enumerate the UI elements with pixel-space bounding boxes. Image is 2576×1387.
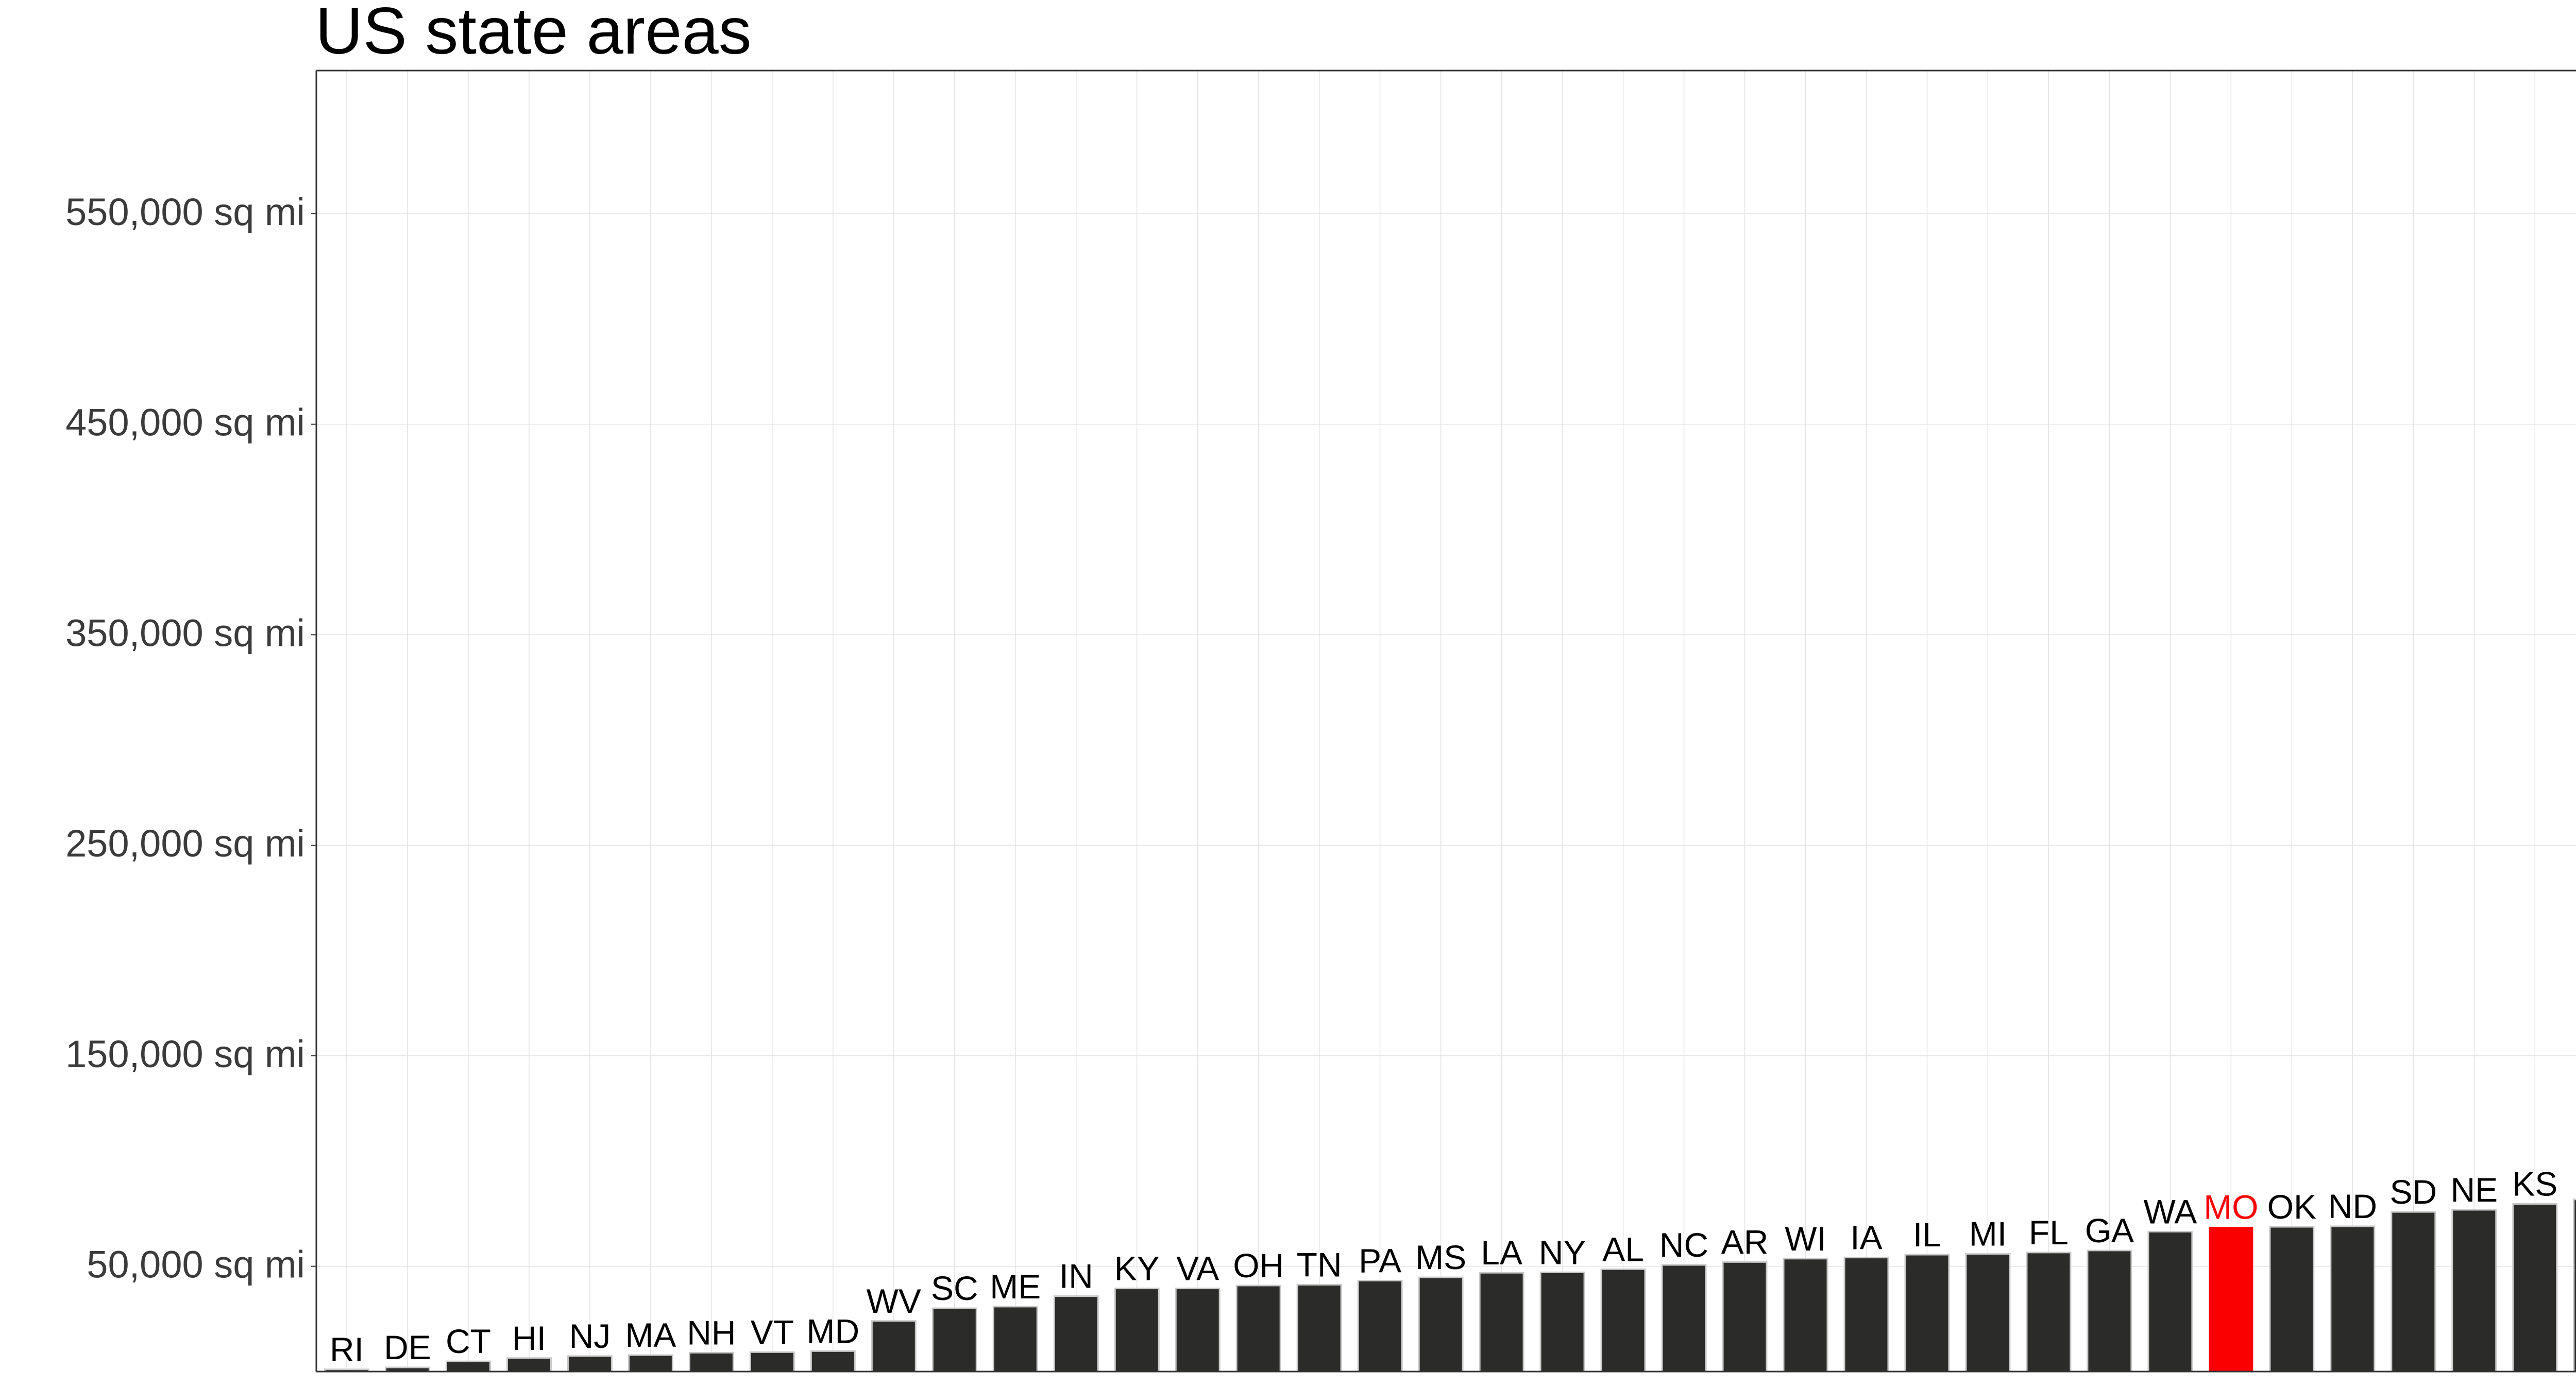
svg-text:MA: MA	[625, 1316, 676, 1354]
svg-text:450,000 sq mi: 450,000 sq mi	[65, 401, 305, 444]
svg-text:MS: MS	[1415, 1238, 1466, 1276]
svg-text:VA: VA	[1176, 1249, 1219, 1288]
svg-text:NY: NY	[1539, 1233, 1586, 1271]
svg-text:WV: WV	[867, 1282, 921, 1320]
svg-text:NC: NC	[1659, 1226, 1708, 1264]
svg-text:ME: ME	[990, 1268, 1041, 1306]
svg-text:TN: TN	[1297, 1245, 1342, 1283]
svg-text:IN: IN	[1059, 1257, 1093, 1295]
svg-text:WA: WA	[2143, 1192, 2197, 1230]
svg-text:SD: SD	[2389, 1173, 2437, 1211]
svg-text:HI: HI	[512, 1319, 546, 1357]
svg-text:CT: CT	[446, 1322, 491, 1360]
svg-text:GA: GA	[2085, 1211, 2134, 1249]
svg-text:AL: AL	[1602, 1230, 1644, 1268]
svg-text:VT: VT	[751, 1313, 794, 1351]
svg-text:IL: IL	[1913, 1215, 1941, 1254]
svg-text:US state areas: US state areas	[315, 0, 752, 68]
svg-text:MI: MI	[1969, 1215, 2007, 1253]
svg-text:WI: WI	[1785, 1220, 1826, 1258]
svg-text:DE: DE	[384, 1328, 431, 1366]
svg-text:NJ: NJ	[569, 1317, 611, 1355]
svg-text:OH: OH	[1233, 1246, 1284, 1285]
svg-text:50,000 sq mi: 50,000 sq mi	[87, 1243, 305, 1286]
svg-text:FL: FL	[2029, 1213, 2069, 1252]
svg-text:NE: NE	[2450, 1171, 2498, 1209]
svg-text:250,000 sq mi: 250,000 sq mi	[65, 822, 305, 865]
svg-text:MO: MO	[2204, 1188, 2258, 1226]
svg-text:OK: OK	[2267, 1188, 2316, 1226]
svg-text:IA: IA	[1850, 1219, 1882, 1257]
svg-text:350,000 sq mi: 350,000 sq mi	[65, 611, 305, 654]
svg-text:PA: PA	[1359, 1241, 1401, 1279]
svg-text:RI: RI	[330, 1330, 364, 1368]
svg-text:AR: AR	[1721, 1223, 1769, 1261]
svg-text:KY: KY	[1114, 1249, 1160, 1288]
svg-text:LA: LA	[1481, 1234, 1522, 1272]
svg-text:NH: NH	[687, 1313, 736, 1351]
svg-text:MD: MD	[807, 1312, 860, 1350]
svg-text:150,000 sq mi: 150,000 sq mi	[65, 1033, 305, 1075]
svg-text:ND: ND	[2328, 1187, 2377, 1225]
svg-text:KS: KS	[2512, 1165, 2557, 1203]
svg-text:SC: SC	[931, 1269, 978, 1307]
svg-text:550,000 sq mi: 550,000 sq mi	[65, 191, 305, 233]
